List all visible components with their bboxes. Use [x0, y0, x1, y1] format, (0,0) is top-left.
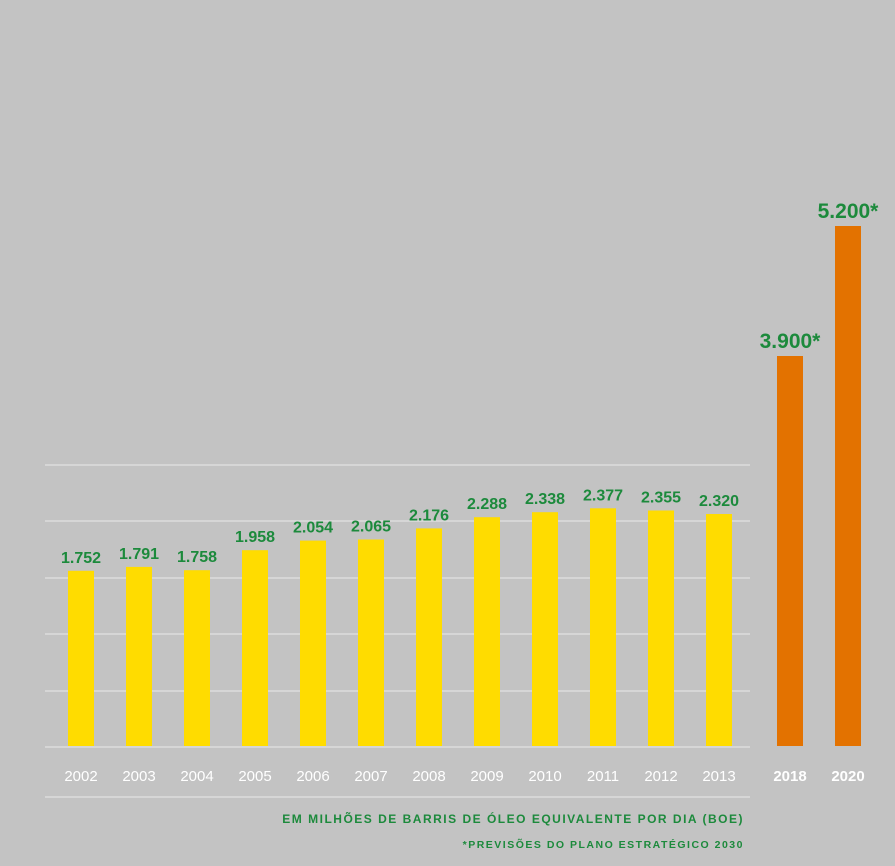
bar	[126, 566, 152, 746]
value-label: 2.320	[699, 493, 739, 510]
value-label: 2.065	[351, 519, 391, 536]
bar	[184, 570, 210, 746]
x-tick-label: 2020	[831, 768, 864, 785]
x-tick-label: 2004	[180, 768, 213, 785]
value-label: 2.355	[641, 490, 681, 507]
bars	[68, 226, 861, 746]
bar	[358, 539, 384, 746]
x-tick-label: 2011	[587, 768, 619, 785]
bar	[648, 510, 674, 746]
bar	[300, 540, 326, 746]
x-tick-label: 2009	[470, 768, 503, 785]
x-tick-labels: 2002 2003 2004 2005 2006 2007 2008 2009 2010 2011…	[64, 768, 864, 785]
value-label: 2.054	[293, 520, 333, 537]
gridlines	[45, 464, 750, 798]
unit-note: EM MILHÕES DE BARRIS DE ÓLEO EQUIVALENTE…	[282, 812, 744, 826]
x-tick-label: 2007	[354, 768, 387, 785]
value-label: 1.958	[235, 529, 275, 546]
x-tick-label: 2018	[773, 768, 806, 785]
value-label: 2.176	[409, 507, 449, 524]
bar	[242, 550, 268, 746]
x-tick-label: 2006	[296, 768, 329, 785]
value-label: 2.377	[583, 487, 623, 504]
value-label: 3.900*	[760, 330, 822, 353]
x-tick-label: 2013	[702, 768, 735, 785]
value-label: 2.288	[467, 496, 507, 513]
value-labels: 1.752 1.791 1.758 1.958 2.054 2.065 2.176 2.288…	[61, 200, 879, 567]
bar	[474, 517, 500, 746]
x-tick-label: 2002	[64, 768, 97, 785]
value-label: 5.200*	[818, 200, 880, 223]
x-tick-label: 2003	[122, 768, 155, 785]
x-tick-label: 2005	[238, 768, 271, 785]
bar	[532, 512, 558, 746]
bar	[590, 508, 616, 746]
bar	[706, 514, 732, 746]
value-label: 1.758	[177, 549, 217, 566]
value-label: 1.752	[61, 550, 101, 567]
x-tick-label: 2012	[644, 768, 677, 785]
x-tick-label: 2010	[528, 768, 561, 785]
value-label: 1.791	[119, 546, 159, 563]
forecast-bar	[835, 226, 861, 746]
bar	[68, 570, 94, 746]
x-tick-label: 2008	[412, 768, 445, 785]
forecast-bar	[777, 356, 803, 746]
forecast-note: *PREVISÕES DO PLANO ESTRATÉGICO 2030	[462, 839, 744, 851]
value-label: 2.338	[525, 491, 565, 508]
bar	[416, 528, 442, 746]
